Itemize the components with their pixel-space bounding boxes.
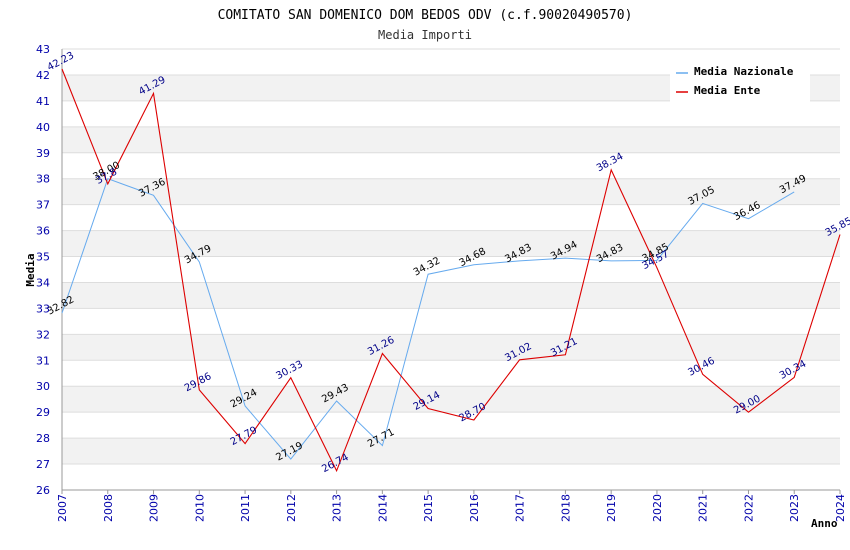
- series-line-nazionale: [61, 178, 795, 460]
- band: [62, 438, 840, 465]
- gridlines: [62, 48, 840, 491]
- x-tick-label: 2013: [331, 494, 344, 522]
- x-tick-label: 2008: [102, 494, 115, 522]
- band: [62, 334, 840, 361]
- x-tick-label: 2024: [834, 494, 847, 522]
- x-tick-label: 2019: [605, 494, 618, 522]
- x-tick-label: 2012: [285, 494, 298, 522]
- x-tick-label: 2016: [468, 494, 481, 522]
- y-tick-label: 35: [36, 251, 50, 264]
- y-tick-label: 41: [36, 95, 50, 108]
- tick-labels: 26 27 28 29 30 31 32 33 34 35 36 37 38 39 40 41 42 43 2007…: [36, 43, 847, 522]
- band: [62, 152, 840, 179]
- band: [62, 204, 840, 231]
- y-tick-label: 39: [36, 147, 50, 160]
- chart-title: COMITATO SAN DOMENICO DOM BEDOS ODV (c.f…: [218, 8, 633, 23]
- x-tick-label: 2020: [651, 494, 664, 522]
- band: [62, 464, 840, 490]
- axes: [61, 49, 841, 494]
- x-tick-label: 2021: [697, 494, 710, 522]
- y-tick-label: 32: [36, 328, 50, 341]
- band: [62, 178, 840, 205]
- legend-label-nazionale: Media Nazionale: [694, 65, 794, 78]
- y-tick-label: 31: [36, 354, 50, 367]
- legend-box: [670, 62, 810, 102]
- band: [62, 230, 840, 257]
- band: [62, 386, 840, 413]
- y-tick-label: 34: [36, 276, 50, 289]
- band: [62, 308, 840, 335]
- x-tick-label: 2007: [56, 494, 69, 522]
- x-tick-label: 2015: [422, 494, 435, 522]
- series-line-ente: [61, 68, 841, 473]
- series-lines: [61, 68, 841, 473]
- x-tick-label: 2022: [742, 494, 755, 522]
- y-tick-label: 38: [36, 173, 50, 186]
- chart-subtitle: Media Importi: [378, 28, 472, 42]
- x-tick-label: 2018: [559, 494, 572, 522]
- y-tick-label: 33: [36, 302, 50, 315]
- band: [62, 126, 840, 153]
- y-tick-label: 28: [36, 432, 50, 445]
- y-tick-label: 42: [36, 69, 50, 82]
- band: [62, 282, 840, 309]
- y-tick-label: 30: [36, 380, 50, 393]
- legend-label-ente: Media Ente: [694, 84, 761, 97]
- x-axis-title: Anno: [811, 517, 838, 530]
- band: [62, 360, 840, 387]
- y-tick-label: 37: [36, 199, 50, 212]
- x-tick-label: 2009: [148, 494, 161, 522]
- y-tick-label: 26: [36, 484, 50, 497]
- x-tick-label: 2023: [788, 494, 801, 522]
- y-tick-label: 36: [36, 225, 50, 238]
- band: [62, 100, 840, 127]
- band: [62, 412, 840, 439]
- x-tick-label: 2017: [514, 494, 527, 522]
- y-tick-label: 29: [36, 406, 50, 419]
- y-tick-label: 40: [36, 121, 50, 134]
- y-tick-label: 43: [36, 43, 50, 56]
- x-tick-label: 2014: [376, 494, 389, 522]
- y-axis-title: Media: [24, 253, 37, 286]
- y-tick-label: 27: [36, 458, 50, 471]
- x-tick-label: 2011: [239, 494, 252, 522]
- legend: Media Nazionale Media Ente: [670, 62, 810, 102]
- x-tick-label: 2010: [193, 494, 206, 522]
- background-bands: [62, 49, 840, 490]
